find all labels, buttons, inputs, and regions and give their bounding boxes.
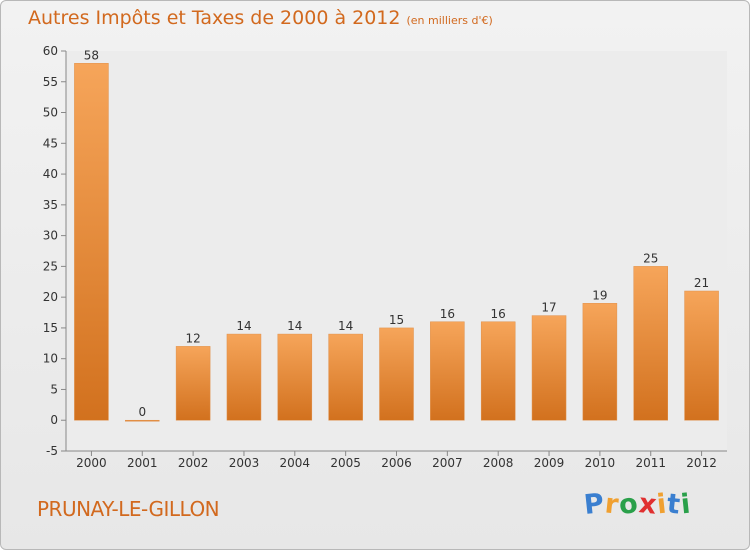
bars bbox=[74, 63, 719, 422]
y-axis: -5 0 5 10 15 20 25 30 35 40 45 50 55 60 bbox=[43, 44, 67, 458]
bar-2007 bbox=[430, 321, 465, 421]
y-tick-label: 30 bbox=[43, 229, 58, 243]
value-label: 16 bbox=[491, 307, 506, 321]
chart-subtitle: (en milliers d'€) bbox=[406, 14, 493, 27]
bar-2009 bbox=[531, 315, 567, 421]
x-axis: 2000 2001 2002 2003 2004 2005 2006 2007 2008 2009… bbox=[66, 450, 727, 470]
bar-2012 bbox=[684, 290, 719, 421]
value-label: 58 bbox=[84, 48, 99, 62]
bar-2003 bbox=[226, 333, 262, 421]
commune-name: PRUNAY-LE-GILLON bbox=[37, 497, 220, 521]
value-label: 25 bbox=[643, 251, 658, 265]
chart-title: Autres Impôts et Taxes de 2000 à 2012 (en… bbox=[28, 7, 493, 29]
bar-2011 bbox=[633, 266, 668, 421]
bar-2004 bbox=[277, 333, 313, 421]
y-tick-label: 40 bbox=[43, 167, 58, 181]
bar-2005 bbox=[328, 333, 363, 421]
y-tick-label: 55 bbox=[43, 75, 58, 89]
y-tick-label: 5 bbox=[50, 382, 58, 396]
value-labels: 58 0 12 14 14 14 15 16 16 17 19 25 21 bbox=[84, 48, 709, 419]
bar-2010 bbox=[582, 303, 618, 421]
value-label: 14 bbox=[338, 319, 353, 333]
y-tick-label: 20 bbox=[43, 290, 58, 304]
chart-title-text: Autres Impôts et Taxes de 2000 à 2012 bbox=[28, 7, 401, 29]
x-tick-label: 2009 bbox=[534, 456, 565, 470]
y-tick-label: 45 bbox=[43, 136, 58, 150]
bar-2002 bbox=[175, 346, 211, 421]
y-tick-label: 60 bbox=[43, 44, 58, 58]
y-tick-label: 10 bbox=[43, 352, 58, 366]
bar-2000 bbox=[74, 63, 109, 421]
x-tick-label: 2007 bbox=[432, 456, 463, 470]
value-label: 0 bbox=[138, 405, 146, 419]
y-tick-label: -5 bbox=[46, 444, 58, 458]
bar-2001 bbox=[125, 419, 160, 422]
x-tick-label: 2005 bbox=[330, 456, 361, 470]
x-tick-label: 2003 bbox=[229, 456, 260, 470]
value-label: 21 bbox=[694, 276, 709, 290]
value-label: 14 bbox=[236, 319, 251, 333]
bar-2008 bbox=[480, 321, 516, 421]
x-tick-label: 2001 bbox=[127, 456, 158, 470]
y-tick-label: 25 bbox=[43, 259, 58, 273]
value-label: 16 bbox=[440, 307, 455, 321]
bar-2006 bbox=[379, 327, 414, 421]
x-tick-label: 2000 bbox=[76, 456, 107, 470]
y-tick-label: 0 bbox=[50, 413, 58, 427]
x-tick-label: 2012 bbox=[686, 456, 717, 470]
proxiti-logo: Proxiti bbox=[582, 488, 694, 521]
value-label: 12 bbox=[185, 331, 200, 345]
value-label: 19 bbox=[592, 288, 607, 302]
value-label: 14 bbox=[287, 319, 302, 333]
logo-letter: i bbox=[679, 488, 694, 521]
y-tick-label: 50 bbox=[43, 106, 58, 120]
x-tick-label: 2011 bbox=[635, 456, 666, 470]
x-tick-label: 2006 bbox=[381, 456, 412, 470]
value-label: 17 bbox=[541, 301, 556, 315]
x-tick-label: 2004 bbox=[280, 456, 311, 470]
value-label: 15 bbox=[389, 313, 404, 327]
y-tick-label: 15 bbox=[43, 321, 58, 335]
x-tick-label: 2010 bbox=[585, 456, 616, 470]
y-tick-label: 35 bbox=[43, 198, 58, 212]
x-tick-label: 2008 bbox=[483, 456, 514, 470]
x-tick-label: 2002 bbox=[178, 456, 209, 470]
